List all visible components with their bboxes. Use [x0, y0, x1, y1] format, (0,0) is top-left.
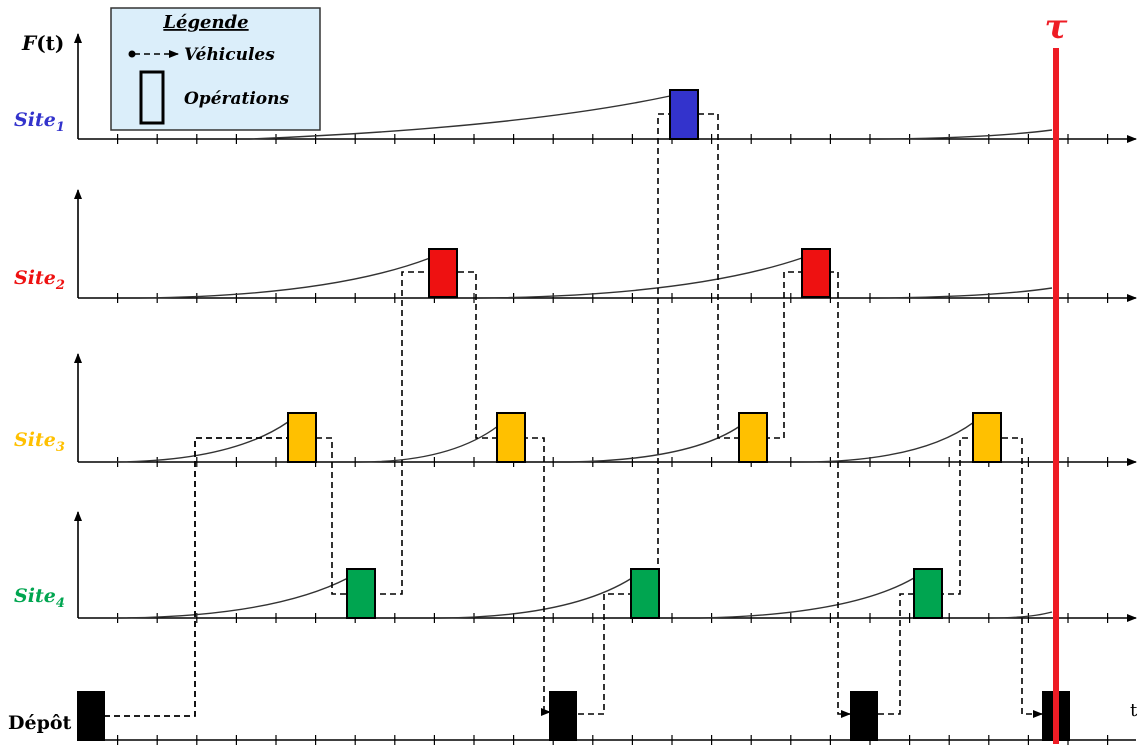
- site4-curve-2: [439, 577, 633, 619]
- site4-operation-2: [630, 568, 660, 619]
- site2-curve-1: [139, 257, 431, 299]
- site4-operation-1: [346, 568, 376, 619]
- site3-curve-4: [799, 421, 975, 463]
- site4-curve-4: [989, 611, 1053, 619]
- deadline-label: τ: [1045, 7, 1068, 47]
- legend-vehicle-dot: [128, 50, 136, 58]
- value-axis-name: F: [21, 31, 38, 55]
- legend-box: [110, 7, 321, 131]
- site3-curve-1: [109, 421, 289, 463]
- value-axis-label: F(t): [21, 31, 64, 55]
- site1-subscript: 1: [56, 120, 65, 135]
- site2-subscript: 2: [55, 278, 65, 293]
- depot-operation-1: [77, 691, 105, 741]
- legend-title: Légende: [162, 12, 248, 33]
- operations: [77, 89, 1070, 741]
- site2-curve-2: [479, 257, 803, 299]
- site1-name: Site: [14, 109, 56, 131]
- site3-name: Site: [14, 429, 56, 451]
- site3-operation-4: [972, 412, 1002, 463]
- site2-operation-1: [428, 248, 458, 298]
- site3-label: Site3: [14, 429, 65, 455]
- site1-label: Site1: [14, 109, 65, 135]
- site2-operation-2: [801, 248, 831, 298]
- site1-curve-2: [879, 129, 1053, 140]
- site2-name: Site: [14, 267, 56, 289]
- site3-curve-2: [359, 425, 499, 463]
- site4-operation-3: [913, 568, 943, 619]
- site3-curve-3: [569, 425, 741, 463]
- site3-subscript: 3: [56, 440, 65, 455]
- axes: [74, 33, 1137, 741]
- site3-operation-2: [496, 412, 526, 463]
- legend-operations-label: Opérations: [184, 89, 289, 109]
- site1-operation-1: [669, 89, 699, 140]
- accumulation-curves: [109, 95, 1053, 619]
- legend: Légende Véhicules Opérations: [110, 7, 321, 131]
- route-vehicle-1: [104, 437, 288, 717]
- legend-operation-symbol: [139, 70, 165, 125]
- legend-vehicles-label: Véhicules: [184, 45, 275, 65]
- time-axis-label: t: [1130, 700, 1138, 721]
- value-axis-arg: (t): [36, 31, 64, 55]
- axis-ticks: [116, 134, 1109, 745]
- depot-label: Dépôt: [8, 712, 72, 734]
- site4-label: Site4: [14, 585, 65, 611]
- site3-operation-1: [287, 412, 317, 463]
- site2-curve-3: [879, 287, 1053, 299]
- depot-operation-2: [549, 691, 577, 741]
- depot-operation-3: [850, 691, 878, 741]
- vehicle-routes: [104, 113, 1043, 718]
- site3-operation-3: [738, 412, 768, 463]
- site4-subscript: 4: [56, 596, 65, 611]
- route-vehicle-3: [878, 437, 1043, 718]
- site4-name: Site: [14, 585, 56, 607]
- site2-label: Site2: [14, 267, 65, 293]
- site4-curve-1: [109, 577, 349, 619]
- site1-curve-1: [249, 95, 671, 140]
- route-vehicle-2: [578, 113, 851, 718]
- site4-curve-3: [699, 577, 915, 619]
- route-vehicle-1-full: [104, 271, 551, 717]
